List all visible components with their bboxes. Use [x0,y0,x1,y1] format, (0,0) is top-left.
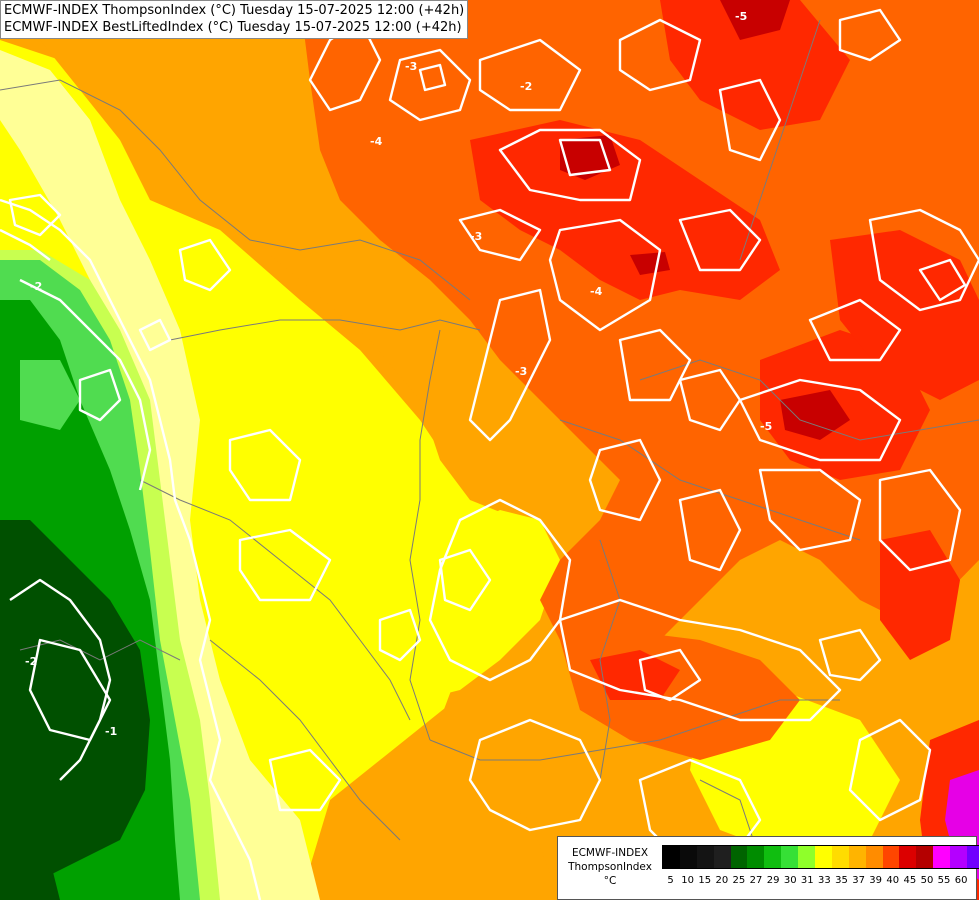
country-borders [0,19,979,900]
contour-label: -2 [25,655,37,668]
legend-ticks: 5 10 15 20 25 27 29 30 31 33 35 37 39 40 45 50 55 60 [662,875,979,886]
field-darkred-4 [630,252,670,275]
legend-tick: 35 [835,875,848,886]
legend-swatch [747,846,765,868]
legend-swatch [848,846,866,868]
field-red-ne [660,0,850,130]
legend-tick: 15 [698,875,712,886]
field-deep-green [0,520,150,900]
field-darkred-3 [720,0,790,40]
contour-label: -3 [405,60,417,73]
legend-swatch [815,846,832,868]
legend-swatch [916,846,934,868]
legend-tick: 40 [886,875,900,886]
legend-tick: 31 [800,875,814,886]
legend-tick: 55 [937,875,951,886]
field-red-north [470,120,780,300]
legend-tick: 20 [715,875,729,886]
legend-tick: 33 [818,875,831,886]
legend-model: ECMWF-INDEX [571,847,649,859]
contour-label: -3 [515,365,527,378]
contour-label: -3 [470,230,482,243]
legend-swatch [950,846,968,868]
legend-swatch [679,846,697,868]
contour-label: -5 [760,420,772,433]
legend-swatch [865,846,883,868]
legend-tick: 60 [954,875,968,886]
legend-swatch [764,846,782,868]
legend-tick: 37 [852,875,865,886]
contour-label: -2 [30,280,42,293]
field-pale-yellow-strip [0,50,320,900]
title-line-thompson: ECMWF-INDEX ThompsonIndex (°C) Tuesday 1… [4,3,465,18]
field-red-far-east [830,230,979,400]
contour-label: -4 [590,285,603,298]
field-dark-orange [300,0,979,660]
map-title: ECMWF-INDEX ThompsonIndex (°C) Tuesday 1… [0,0,469,39]
color-legend: ECMWF-INDEX ThompsonIndex °C 5 10 15 20 25 27… [557,836,979,900]
legend-label: ECMWF-INDEX ThompsonIndex °C [564,846,656,888]
contour-label: -4 [370,135,383,148]
field-darkred-1 [560,135,620,180]
legend-swatch [713,846,731,868]
legend-field: ThompsonIndex [568,861,652,873]
legend-swatch [882,846,900,868]
contour-lines [0,8,979,900]
contour-label: -2 [520,80,532,93]
legend-swatch [967,846,979,868]
legend-unit: °C [603,875,617,887]
legend-swatch [798,846,816,868]
legend-swatch [696,846,714,868]
legend-swatch [933,846,951,868]
legend-swatch [899,846,917,868]
field-green-spot [20,360,80,430]
legend-tick: 50 [920,875,934,886]
title-line-bestlifted: ECMWF-INDEX BestLiftedIndex (°C) Tuesday… [4,20,462,35]
contour-label: -1 [105,725,117,738]
legend-tick: 10 [681,875,694,886]
field-yellow-south [400,510,560,700]
legend-tick: 25 [732,875,746,886]
legend-tick: 45 [903,875,917,886]
legend-swatch [831,846,849,868]
legend-swatch [663,846,680,868]
legend-swatch [781,846,799,868]
legend-swatches [662,845,979,869]
legend-tick: 5 [667,875,674,886]
legend-tick: 27 [749,875,763,886]
field-deep-green-2 [0,780,60,900]
contour-labels: -2 -2 -3 -3 -4 -4 -5 -5 -2 -3 -1 [25,10,772,738]
field-darkred-2 [780,390,850,440]
legend-tick: 29 [766,875,780,886]
legend-swatch [730,846,748,868]
contour-label: -5 [735,10,747,23]
legend-tick: 30 [783,875,797,886]
legend-tick: 39 [869,875,883,886]
